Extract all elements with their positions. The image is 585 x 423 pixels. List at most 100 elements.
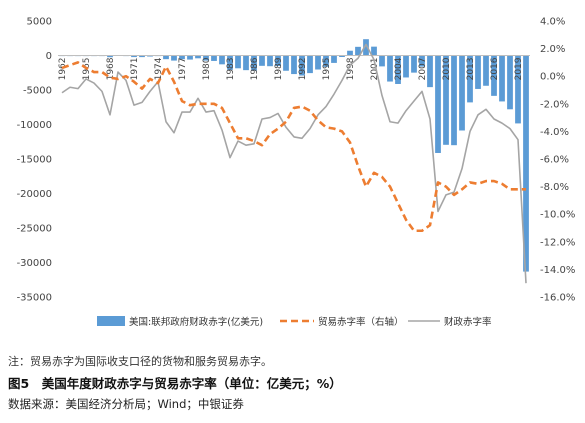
- y-left-tick-label: -10000: [17, 120, 52, 131]
- figure-title: 图5 美国年度财政赤字与贸易赤字率（单位：亿美元；%）: [8, 376, 342, 391]
- deficit-bar: [451, 55, 457, 146]
- x-tick-label: 2010: [442, 57, 452, 80]
- y-right-tick-label: -6.0%: [540, 155, 569, 166]
- y-left-tick-label: -20000: [17, 189, 52, 200]
- deficit-bar: [347, 50, 353, 56]
- x-tick-label: 1974: [154, 57, 164, 80]
- x-tick-label: 1998: [346, 57, 356, 80]
- deficit-bar: [131, 55, 137, 58]
- y-right-tick-label: -4.0%: [540, 127, 569, 138]
- deficit-bar: [107, 55, 113, 58]
- deficit-bar: [403, 55, 409, 78]
- deficit-bar: [219, 55, 225, 65]
- x-tick-label: 2019: [514, 57, 524, 80]
- x-tick-label: 1980: [202, 57, 212, 80]
- y-right-tick-label: -10.0%: [540, 210, 575, 221]
- x-tick-label: 1989: [274, 57, 284, 80]
- deficit-bar: [283, 55, 289, 71]
- y-left-tick-label: -5000: [23, 86, 52, 97]
- deficit-bar: [363, 39, 369, 56]
- y-right-tick-label: 4.0%: [540, 17, 565, 28]
- deficit-bar: [179, 55, 185, 60]
- y-left-tick-label: -35000: [17, 293, 52, 304]
- deficit-bar: [355, 46, 361, 56]
- x-tick-label: 1977: [178, 58, 188, 81]
- x-tick-label: 1983: [226, 58, 236, 81]
- deficit-bar: [371, 46, 377, 56]
- deficit-bar: [387, 55, 393, 82]
- deficit-bar: [251, 55, 257, 71]
- deficit-bar: [331, 55, 337, 63]
- deficit-bar: [427, 55, 433, 88]
- deficit-bar: [171, 55, 177, 61]
- x-tick-label: 2001: [370, 58, 380, 81]
- deficit-bar: [195, 55, 201, 59]
- x-tick-label: 2007: [418, 58, 428, 81]
- deficit-bar: [235, 55, 241, 69]
- deficit-bar: [267, 55, 273, 67]
- deficit-bar: [515, 55, 521, 124]
- y-right-tick-label: -8.0%: [540, 182, 569, 193]
- deficit-bar: [203, 55, 209, 61]
- deficit-bar: [259, 55, 265, 66]
- deficit-bar: [379, 55, 385, 67]
- deficit-bar: [507, 55, 513, 110]
- deficit-bar: [187, 55, 193, 60]
- x-tick-label: 1971: [130, 58, 140, 81]
- deficit-bar: [291, 55, 297, 75]
- x-tick-label: 1968: [106, 57, 116, 80]
- legend-label-fiscal-line: 财政赤字率: [444, 316, 492, 328]
- deficit-bar: [435, 55, 441, 153]
- x-tick-label: 2004: [394, 57, 404, 80]
- chart-svg: 5000 0 -5000 -10000 -15000 -20000 -25000 -30000…: [17, 17, 576, 329]
- footnote: 注：贸易赤字为国际收支口径的货物和服务贸易赤字。: [8, 355, 272, 368]
- trade-deficit-ratio-line: [61, 61, 526, 233]
- y-right-tick-label: -12.0%: [540, 237, 575, 248]
- deficit-bar: [147, 55, 153, 57]
- deficit-bar: [419, 55, 425, 67]
- deficit-bar: [443, 55, 449, 145]
- legend-label-deficit-bar: 美国:联邦政府财政赤字(亿美元): [129, 316, 263, 328]
- legend-swatch-deficit-bar: [97, 316, 125, 326]
- data-source: 数据来源：美国经济分析局；Wind；中银证券: [8, 397, 244, 411]
- y-left-tick-label: 0: [46, 51, 52, 62]
- x-tick-label: 1992: [298, 58, 308, 81]
- deficit-bar: [499, 55, 505, 102]
- deficit-bar: [211, 55, 217, 61]
- deficit-bar: [323, 55, 329, 67]
- y-right-tick-label: -2.0%: [540, 99, 569, 110]
- x-tick-label: 1995: [322, 58, 332, 81]
- deficit-bar: [467, 55, 473, 103]
- deficit-bar: [411, 55, 417, 73]
- y-left-tick-label: 5000: [27, 17, 52, 28]
- deficit-bar: [243, 55, 249, 71]
- deficit-bar: [307, 55, 313, 74]
- x-tick-label: 1986: [250, 57, 260, 80]
- deficit-bar: [139, 55, 145, 58]
- y-left-tick-label: -25000: [17, 224, 52, 235]
- x-tick-label: 2016: [490, 57, 500, 80]
- deficit-bar: [483, 55, 489, 86]
- y-right-tick-label: -14.0%: [540, 265, 575, 276]
- deficit-bar: [395, 55, 401, 84]
- deficit-bar: [299, 55, 305, 76]
- x-tick-label: 2013: [466, 58, 476, 81]
- y-right-tick-label: -16.0%: [540, 293, 575, 304]
- deficit-bar: [163, 55, 169, 60]
- deficit-bar: [275, 55, 281, 67]
- x-tick-label: 1962: [58, 58, 68, 81]
- deficit-bar: [491, 55, 497, 96]
- legend-label-trade-line: 贸易赤字率（右轴）: [318, 316, 404, 328]
- deficit-bar: [475, 55, 481, 89]
- deficit-bar: [227, 55, 233, 70]
- fiscal-deficit-ratio-line: [61, 43, 527, 284]
- y-left-tick-label: -30000: [17, 258, 52, 269]
- deficit-bar: [315, 55, 321, 70]
- y-right-tick-label: 2.0%: [540, 44, 565, 55]
- deficit-bar: [339, 55, 345, 58]
- legend: 美国:联邦政府财政赤字(亿美元) 贸易赤字率（右轴） 财政赤字率: [97, 316, 492, 328]
- deficit-bar: [459, 55, 465, 131]
- y-left-tick-label: -15000: [17, 155, 52, 166]
- chart: 5000 0 -5000 -10000 -15000 -20000 -25000 -30000…: [17, 17, 576, 329]
- y-right-tick-label: 0.0%: [540, 72, 565, 83]
